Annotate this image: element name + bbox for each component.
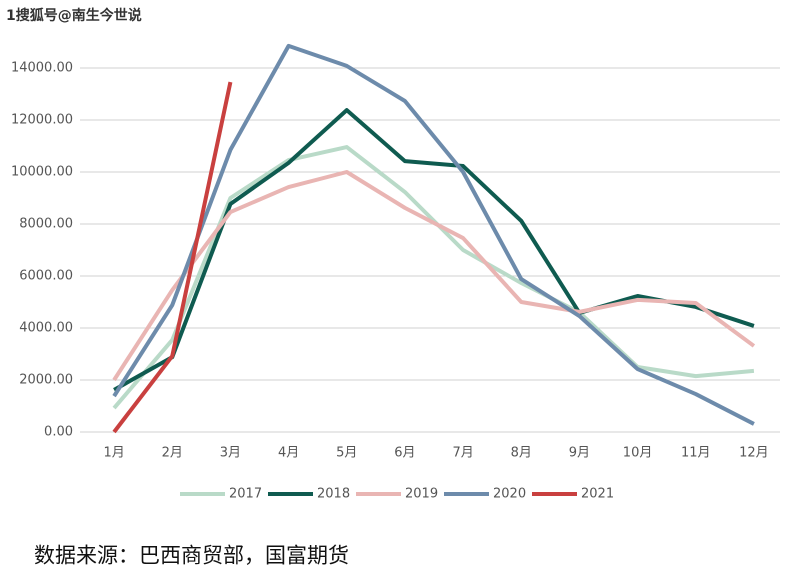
x-tick-label: 2月 <box>162 446 183 461</box>
legend-label: 2019 <box>405 487 438 502</box>
x-tick-label: 8月 <box>511 446 532 461</box>
x-tick-label: 3月 <box>220 446 241 461</box>
series-line <box>113 108 755 392</box>
legend-label: 2018 <box>317 487 350 502</box>
y-tick-label: 4000.00 <box>19 321 73 336</box>
x-tick-label: 4月 <box>278 446 299 461</box>
source-note: 数据来源：巴西商贸部，国富期货 <box>34 544 349 568</box>
y-tick-label: 0.00 <box>44 425 73 440</box>
y-tick-label: 8000.00 <box>19 217 73 232</box>
x-tick-label: 6月 <box>394 446 415 461</box>
legend-label: 2021 <box>581 487 614 502</box>
x-tick-label: 7月 <box>452 446 473 461</box>
x-tick-label: 9月 <box>569 446 590 461</box>
x-tick-label: 5月 <box>336 446 357 461</box>
x-tick-label: 11月 <box>681 446 711 461</box>
legend-label: 2017 <box>229 487 262 502</box>
x-tick-label: 1月 <box>103 446 124 461</box>
x-tick-label: 12月 <box>739 446 769 461</box>
y-tick-label: 14000.00 <box>11 61 73 76</box>
y-tick-label: 12000.00 <box>11 113 73 128</box>
y-tick-label: 6000.00 <box>19 269 73 284</box>
watermark: 1搜狐号@南生今世说 <box>6 7 142 24</box>
x-tick-label: 10月 <box>623 446 653 461</box>
series-line <box>112 81 233 434</box>
y-tick-label: 10000.00 <box>11 165 73 180</box>
series-line <box>112 43 755 426</box>
legend-label: 2020 <box>493 487 526 502</box>
y-tick-label: 2000.00 <box>19 373 73 388</box>
series-line <box>112 170 756 382</box>
